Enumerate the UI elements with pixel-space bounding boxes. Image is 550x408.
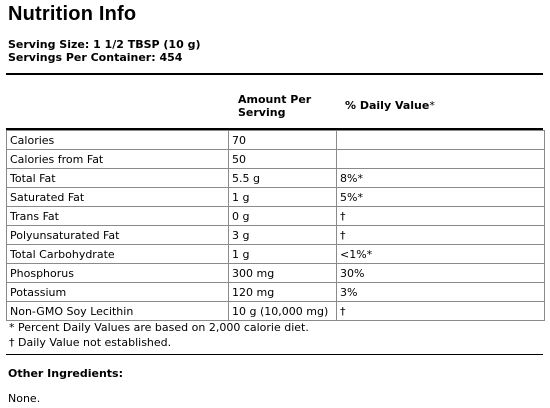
table-row: Non-GMO Soy Lecithin 10 g (10,000 mg) †	[6, 301, 545, 321]
page-title: Nutrition Info	[8, 3, 137, 25]
amount-cell: 70	[228, 130, 337, 150]
servings-per-container: Servings Per Container: 454	[8, 51, 183, 64]
footer-rule	[6, 354, 543, 355]
serving-size: Serving Size: 1 1/2 TBSP (10 g)	[8, 38, 201, 51]
nutrient-name-cell: Polyunsaturated Fat	[6, 225, 229, 245]
nutrient-name-cell: Phosphorus	[6, 263, 229, 283]
daily-value-cell: 30%	[336, 263, 545, 283]
daily-value-column-header: % Daily Value*	[345, 99, 435, 112]
table-row: Potassium 120 mg 3%	[6, 282, 545, 302]
daily-value-cell: †	[336, 301, 545, 321]
amount-cell: 3 g	[228, 225, 337, 245]
amount-column-header: Amount Per Serving	[238, 93, 312, 119]
table-row: Total Carbohydrate 1 g <1%*	[6, 244, 545, 264]
daily-value-cell: 3%	[336, 282, 545, 302]
amount-cell: 120 mg	[228, 282, 337, 302]
daily-value-cell: <1%*	[336, 244, 545, 264]
daily-value-cell	[336, 130, 545, 150]
daily-value-cell: †	[336, 206, 545, 226]
table-row: Phosphorus 300 mg 30%	[6, 263, 545, 283]
nutrient-name-cell: Trans Fat	[6, 206, 229, 226]
column-header-rule	[6, 128, 543, 130]
table-row: Saturated Fat 1 g 5%*	[6, 187, 545, 207]
table-row: Total Fat 5.5 g 8%*	[6, 168, 545, 188]
daily-value-cell: 5%*	[336, 187, 545, 207]
amount-cell: 10 g (10,000 mg)	[228, 301, 337, 321]
amount-cell: 0 g	[228, 206, 337, 226]
amount-cell: 5.5 g	[228, 168, 337, 188]
footnote-percent-daily: * Percent Daily Values are based on 2,00…	[9, 321, 309, 334]
nutrient-name-cell: Total Fat	[6, 168, 229, 188]
daily-value-cell: 8%*	[336, 168, 545, 188]
table-row: Trans Fat 0 g †	[6, 206, 545, 226]
other-ingredients-heading: Other Ingredients:	[8, 367, 123, 380]
table-row: Calories from Fat 50	[6, 149, 545, 169]
footnote-dagger: † Daily Value not established.	[9, 336, 172, 349]
nutrient-name-cell: Total Carbohydrate	[6, 244, 229, 264]
daily-value-header-label: % Daily Value	[345, 99, 430, 112]
header-rule	[6, 73, 543, 75]
amount-cell: 1 g	[228, 187, 337, 207]
amount-cell: 1 g	[228, 244, 337, 264]
table-row: Calories 70	[6, 130, 545, 150]
nutrient-name-cell: Potassium	[6, 282, 229, 302]
other-ingredients-value: None.	[8, 392, 41, 405]
amount-cell: 300 mg	[228, 263, 337, 283]
nutrient-name-cell: Non-GMO Soy Lecithin	[6, 301, 229, 321]
nutrient-name-cell: Saturated Fat	[6, 187, 229, 207]
nutrient-name-cell: Calories	[6, 130, 229, 150]
amount-cell: 50	[228, 149, 337, 169]
table-row: Polyunsaturated Fat 3 g †	[6, 225, 545, 245]
daily-value-cell: †	[336, 225, 545, 245]
nutrient-name-cell: Calories from Fat	[6, 149, 229, 169]
nutrition-table: Calories 70 Calories from Fat 50 Total Fat 5.…	[6, 130, 545, 321]
daily-value-header-mark: *	[429, 99, 435, 112]
daily-value-cell	[336, 149, 545, 169]
